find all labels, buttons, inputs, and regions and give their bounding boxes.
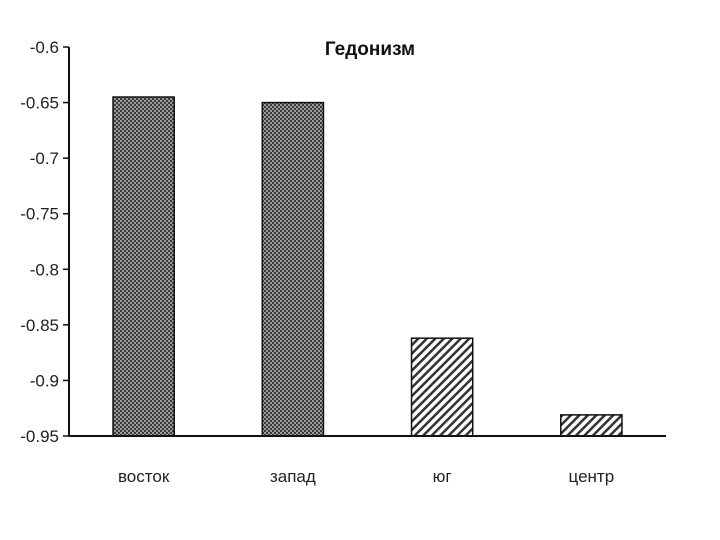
bar-2	[261, 101, 325, 437]
y-tick-label: -0.8	[30, 260, 59, 279]
bar-3	[410, 337, 474, 437]
y-tick-label: -0.7	[30, 149, 59, 168]
y-tick-label: -0.85	[20, 316, 59, 335]
chart-title: Гедонизм	[325, 39, 415, 60]
x-category-label: юг	[433, 467, 452, 486]
bar-4	[560, 414, 623, 437]
y-tick-label: -0.95	[20, 427, 59, 446]
x-axis-labels: восток запад юг центр	[118, 467, 614, 486]
x-category-label: центр	[569, 467, 615, 486]
y-tick-label: -0.65	[20, 94, 59, 113]
x-category-label: восток	[118, 467, 170, 486]
y-axis-ticks: -0.6 -0.65 -0.7 -0.75 -0.8 -0.85 -0.9 -0.95	[20, 38, 69, 446]
bar-1	[112, 96, 175, 437]
y-tick-label: -0.75	[20, 205, 59, 224]
x-category-label: запад	[270, 467, 316, 486]
y-tick-label: -0.9	[30, 371, 59, 390]
bars	[112, 96, 623, 437]
y-tick-label: -0.6	[30, 38, 59, 57]
